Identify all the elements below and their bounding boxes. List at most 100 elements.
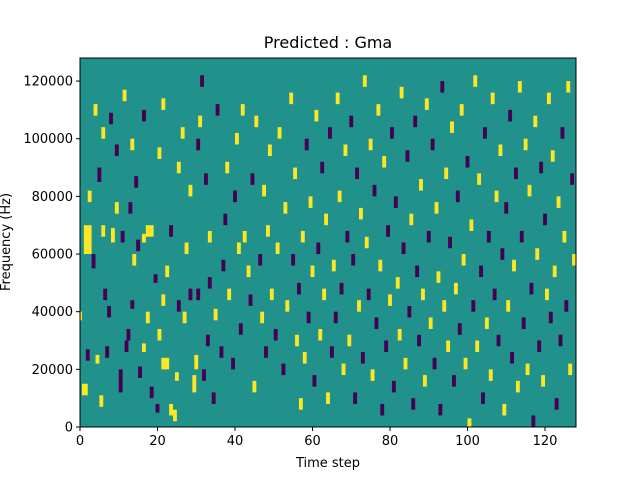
heatmap-cell-high xyxy=(293,167,297,180)
heatmap-cell-high xyxy=(446,340,451,353)
heatmap-cell-low xyxy=(504,202,509,214)
heatmap-cell-low xyxy=(124,340,129,353)
heatmap-cell-low xyxy=(118,369,123,393)
heatmap-cell-low xyxy=(360,352,365,364)
heatmap-cell-high xyxy=(399,86,404,99)
heatmap-cell-high xyxy=(157,328,162,341)
heatmap-cell-low xyxy=(407,305,412,318)
heatmap-cell-high xyxy=(422,375,427,387)
heatmap-cell-high xyxy=(477,173,482,185)
heatmap-cell-high xyxy=(161,98,166,110)
heatmap-cell-low xyxy=(386,225,390,237)
heatmap-cell-high xyxy=(453,282,458,295)
x-tick-label: 0 xyxy=(76,434,84,449)
heatmap-cell-low xyxy=(223,213,228,226)
y-axis-label: Frequency (Hz) xyxy=(0,193,14,291)
heatmap-cell-high xyxy=(322,288,327,301)
heatmap-cell-high xyxy=(269,288,274,301)
heatmap-cell-high xyxy=(467,418,472,427)
heatmap-cell-high xyxy=(552,265,557,278)
heatmap-cell-low xyxy=(391,380,396,393)
heatmap-cell-low xyxy=(448,236,452,249)
heatmap-cell-high xyxy=(461,254,466,266)
heatmap-cell-low xyxy=(366,288,371,301)
heatmap-cell-low xyxy=(390,127,394,139)
heatmap-cell-high xyxy=(99,395,104,407)
heatmap-cell-high xyxy=(198,115,203,128)
heatmap-cell-high xyxy=(527,184,532,197)
heatmap-cell-high xyxy=(494,190,499,203)
heatmap-cell-low xyxy=(529,282,534,295)
heatmap-cell-high xyxy=(161,294,166,306)
y-tick-label: 60000 xyxy=(32,248,73,263)
heatmap-cell-low xyxy=(306,311,311,324)
heatmap-cell-low xyxy=(221,259,226,272)
heatmap-cell-low xyxy=(438,403,443,416)
heatmap-cell-high xyxy=(169,403,173,416)
heatmap-cell-high xyxy=(395,277,400,289)
heatmap-cell-high xyxy=(359,207,363,220)
x-tick-label: 80 xyxy=(382,434,399,449)
heatmap-cell-high xyxy=(421,288,425,301)
chart-title: Predicted : Gma xyxy=(264,33,392,52)
heatmap-cell-low xyxy=(430,138,435,151)
heatmap-cell-low xyxy=(205,334,210,347)
heatmap-cell-high xyxy=(213,308,218,321)
heatmap-cell-low xyxy=(264,346,268,358)
heatmap-cell-low xyxy=(333,311,338,324)
heatmap-cell-high xyxy=(370,369,375,381)
heatmap-cell-low xyxy=(138,366,142,378)
heatmap-cell-high xyxy=(568,363,573,376)
heatmap-cell-high xyxy=(572,254,576,266)
heatmap-cell-low xyxy=(105,346,110,358)
heatmap-cell-high xyxy=(300,230,305,243)
heatmap-cell-low xyxy=(258,254,263,266)
heatmap-cell-high xyxy=(80,311,82,321)
heatmap-cell-high xyxy=(436,271,441,283)
heatmap-cell-high xyxy=(556,196,561,208)
heatmap-cell-high xyxy=(469,219,474,231)
heatmap-cell-high xyxy=(242,230,247,243)
heatmap-cell-low xyxy=(432,357,437,370)
heatmap-cell-low xyxy=(413,115,418,128)
heatmap-cell-high xyxy=(302,352,307,364)
x-tick-label: 120 xyxy=(533,434,558,449)
heatmap-cell-low xyxy=(519,230,524,243)
heatmap-cell-high xyxy=(81,383,88,396)
heatmap-cell-low xyxy=(238,323,243,335)
heatmap-cell-low xyxy=(465,156,470,168)
heatmap-cell-low xyxy=(130,300,135,309)
heatmap-cell-low xyxy=(564,300,569,312)
x-axis: 0 20 40 60 80 100 120 xyxy=(76,427,558,449)
plot-area xyxy=(79,57,577,428)
heatmap-cell-low xyxy=(128,202,133,214)
y-tick-label: 0 xyxy=(65,421,73,436)
heatmap-cell-high xyxy=(295,334,299,347)
heatmap-cell-high xyxy=(364,236,369,249)
heatmap-cell-high xyxy=(114,202,119,214)
heatmap-cell-high xyxy=(357,300,361,312)
y-tick-label: 20000 xyxy=(32,363,73,378)
heatmap-cell-high xyxy=(283,202,288,214)
heatmap-cell-low xyxy=(355,167,359,180)
heatmap-cell-low xyxy=(142,109,146,122)
heatmap-cell-high xyxy=(161,357,170,370)
y-tick-label: 100000 xyxy=(23,132,73,147)
heatmap-cell-low xyxy=(457,323,462,335)
heatmap-cell-low xyxy=(250,173,255,185)
heatmap-cell-low xyxy=(85,349,90,361)
heatmap-cell-low xyxy=(91,254,96,269)
heatmap-cell-high xyxy=(260,311,265,324)
heatmap-cell-low xyxy=(188,288,193,301)
heatmap-cell-low xyxy=(153,274,158,283)
heatmap-cell-low xyxy=(328,127,332,139)
heatmap-cell-low xyxy=(200,75,204,87)
heatmap-cell-low xyxy=(109,112,113,125)
heatmap-cell-high xyxy=(308,196,313,208)
heatmap-cell-low xyxy=(455,190,460,203)
heatmap-cell-high xyxy=(347,334,352,347)
heatmap-cell-low xyxy=(202,369,206,381)
heatmap-cell-high xyxy=(145,311,150,324)
heatmap-cell-low xyxy=(500,248,505,260)
heatmap-cell-low xyxy=(351,254,356,266)
